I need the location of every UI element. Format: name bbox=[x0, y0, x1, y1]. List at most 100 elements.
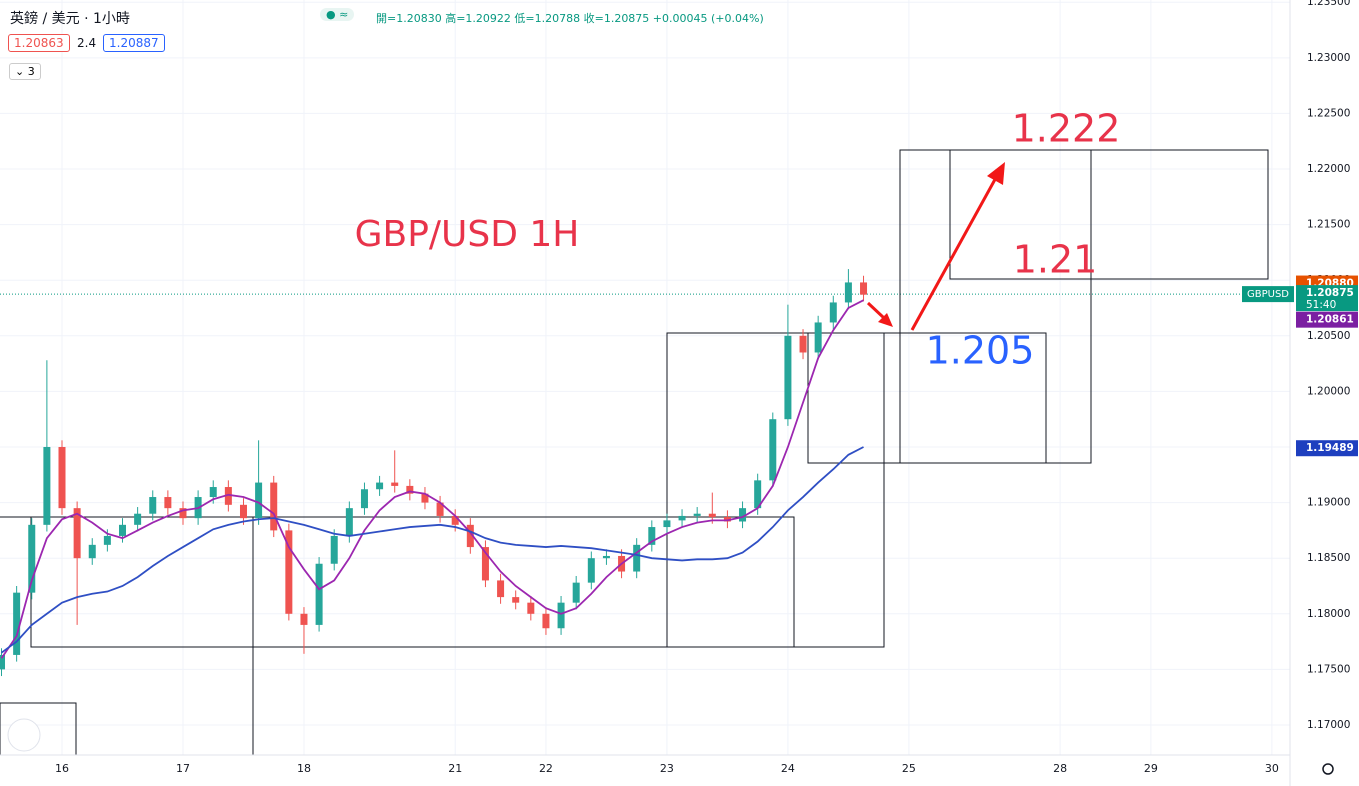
arrows bbox=[866, 162, 1005, 331]
x-tick-label: 29 bbox=[1144, 762, 1158, 775]
candle-body bbox=[693, 513, 701, 516]
arrow bbox=[910, 173, 1000, 331]
x-tick-label: 16 bbox=[55, 762, 69, 775]
candle-body bbox=[103, 535, 111, 545]
y-tick-label: 1.23500 bbox=[1307, 0, 1350, 8]
spread: 2.4 bbox=[77, 36, 97, 50]
ticker-tag bbox=[1242, 286, 1294, 303]
candle-body bbox=[28, 524, 36, 593]
candle-body bbox=[587, 558, 595, 583]
candle-body bbox=[391, 482, 399, 486]
price-tag bbox=[1296, 440, 1358, 457]
annotation-target: 1.222 bbox=[1012, 107, 1121, 151]
candle-body bbox=[300, 613, 308, 625]
grid bbox=[0, 0, 1290, 755]
candle-body bbox=[58, 446, 66, 509]
candle-body bbox=[315, 563, 323, 625]
x-tick-label: 23 bbox=[660, 762, 674, 775]
candle-body bbox=[602, 555, 610, 559]
status[interactable]: ● ≈ bbox=[320, 8, 355, 21]
x-tick-label: 30 bbox=[1265, 762, 1279, 775]
candle-body bbox=[527, 602, 535, 614]
indicator-count: 3 bbox=[27, 65, 35, 78]
candle-body bbox=[149, 497, 157, 514]
candle-body bbox=[572, 582, 580, 603]
candle-body bbox=[860, 282, 868, 295]
x-tick-label: 21 bbox=[448, 762, 462, 775]
range-box bbox=[666, 332, 885, 648]
y-tick-label: 1.17500 bbox=[1307, 663, 1350, 675]
candle-body bbox=[73, 508, 81, 559]
y-tick-label: 1.22500 bbox=[1307, 107, 1350, 119]
candle-body bbox=[769, 419, 777, 481]
candle-body bbox=[270, 482, 278, 531]
x-tick-label: 24 bbox=[781, 762, 795, 775]
candle-body bbox=[542, 613, 550, 629]
ohlc: 開=1.20830 高=1.20922 低=1.20788 收=1.20875 … bbox=[376, 12, 764, 25]
candle-body bbox=[708, 513, 716, 518]
x-tick-label: 28 bbox=[1053, 762, 1067, 775]
candle-body bbox=[466, 524, 474, 548]
candle-body bbox=[497, 580, 505, 598]
candle-body bbox=[164, 497, 172, 509]
range-box bbox=[949, 149, 1269, 280]
candle-body bbox=[799, 335, 807, 353]
candle-body bbox=[436, 502, 444, 516]
bid[interactable]: 1.20863 bbox=[8, 34, 70, 52]
countdown: 51:40 bbox=[1306, 299, 1336, 311]
y-tick-label: 1.20500 bbox=[1307, 330, 1350, 342]
candle-body bbox=[784, 335, 792, 420]
candle-body bbox=[754, 480, 762, 509]
price-tag-label: 1.20875 bbox=[1306, 287, 1354, 299]
symbol: 英鎊 / 美元 · 1小時 bbox=[10, 11, 130, 27]
candle-body bbox=[512, 597, 520, 603]
settings-icon[interactable] bbox=[1322, 763, 1334, 775]
price-tag-label: 1.19489 bbox=[1306, 442, 1354, 454]
annotation-title: GBP/USD 1H bbox=[355, 214, 580, 255]
range-box bbox=[30, 516, 795, 648]
y-tick-label: 1.21500 bbox=[1307, 219, 1350, 231]
x-tick-label: 22 bbox=[539, 762, 553, 775]
candle-body bbox=[13, 592, 21, 655]
price-tag bbox=[1296, 311, 1358, 328]
candle-body bbox=[648, 527, 656, 545]
y-tick-label: 1.17000 bbox=[1307, 719, 1350, 731]
candle-body bbox=[179, 508, 187, 519]
price-tag-label: 1.20861 bbox=[1306, 314, 1354, 326]
arrow bbox=[866, 301, 886, 320]
y-tick-label: 1.20000 bbox=[1307, 385, 1350, 397]
candle-body bbox=[239, 504, 247, 519]
candle-body bbox=[557, 602, 565, 629]
candle-body bbox=[663, 520, 671, 528]
candle-body bbox=[451, 515, 459, 525]
candle-body bbox=[330, 535, 338, 564]
candle-body bbox=[481, 547, 489, 581]
candle-body bbox=[723, 517, 731, 522]
y-tick-label: 1.18000 bbox=[1307, 608, 1350, 620]
candle-body bbox=[285, 530, 293, 614]
candle-body bbox=[134, 513, 142, 525]
candle-body bbox=[376, 482, 384, 490]
ask[interactable]: 1.20887 bbox=[103, 34, 165, 52]
candle-body bbox=[844, 282, 852, 303]
candle-body bbox=[814, 322, 822, 353]
y-tick-label: 1.22000 bbox=[1307, 163, 1350, 175]
candle-body bbox=[88, 544, 96, 559]
candle-body bbox=[118, 524, 126, 536]
indicator-toggle[interactable]: ⌄ 3 bbox=[9, 63, 41, 80]
ma-line bbox=[0, 299, 864, 659]
x-tick-label: 25 bbox=[902, 762, 916, 775]
candle-body bbox=[0, 654, 6, 670]
button[interactable] bbox=[7, 718, 41, 752]
candle-body bbox=[255, 482, 263, 519]
candle-body bbox=[345, 508, 353, 536]
x-tick-label: 18 bbox=[297, 762, 311, 775]
candle-body bbox=[209, 487, 217, 498]
price-tag bbox=[1296, 285, 1358, 312]
y-tick-label: 1.18500 bbox=[1307, 552, 1350, 564]
candle-body bbox=[224, 487, 232, 505]
annotation-target: 1.21 bbox=[1013, 238, 1098, 282]
marks bbox=[0, 269, 868, 677]
candle-body bbox=[633, 544, 641, 572]
candle-body bbox=[678, 515, 686, 521]
